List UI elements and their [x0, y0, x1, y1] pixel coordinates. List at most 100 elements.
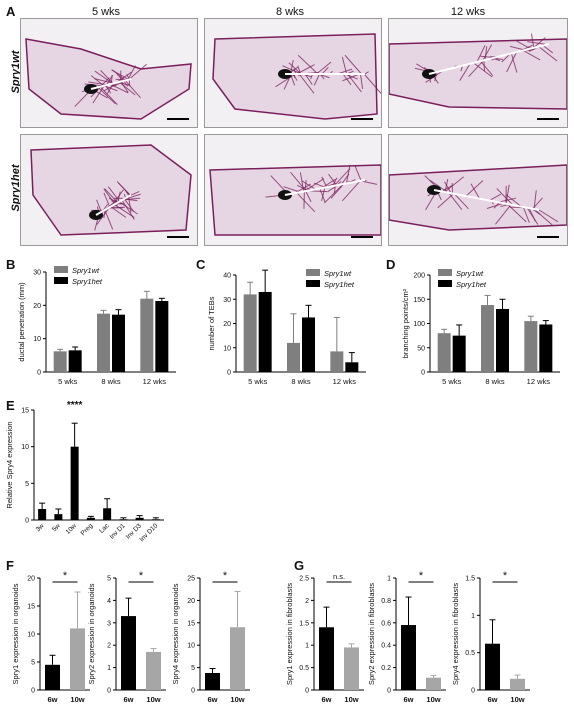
y-tick-label: 1.5: [299, 620, 309, 627]
legend-swatch: [438, 280, 452, 287]
x-tick-label: 12 wks: [527, 377, 551, 386]
y-tick-label: 20: [223, 321, 231, 328]
legend-swatch: [54, 266, 68, 273]
y-tick-label: 0: [227, 370, 231, 377]
bar: [510, 678, 525, 690]
x-tick-label: 10w: [426, 695, 440, 704]
y-tick-label: 5: [107, 576, 111, 583]
bar: [345, 362, 359, 372]
bar: [401, 625, 416, 690]
y-tick-label: 1: [471, 613, 475, 620]
bar: [70, 446, 79, 520]
y-axis-label: Spry2 expression in fibroblasts: [367, 583, 376, 685]
bar: [155, 301, 169, 372]
y-tick-label: 0: [25, 518, 29, 525]
y-tick-label: 4: [107, 598, 111, 605]
bar: [86, 517, 95, 520]
bar: [112, 314, 125, 372]
significance-label: *: [419, 570, 424, 582]
micrograph-image: [388, 18, 568, 128]
bar: [135, 517, 144, 520]
bar: [103, 508, 112, 520]
x-tick-label: 5 wks: [442, 377, 461, 386]
legend-label: Spry1het: [456, 280, 487, 289]
y-tick-label: 3: [107, 620, 111, 627]
y-tick-label: 10: [33, 336, 41, 343]
x-tick-label: 6w: [403, 695, 413, 704]
y-tick-label: 30: [33, 270, 41, 277]
y-tick-label: 5: [31, 660, 35, 667]
y-tick-label: 0.4: [381, 643, 391, 650]
y-tick-label: 0: [421, 370, 425, 377]
y-tick-label: 15: [187, 620, 195, 627]
bar: [319, 627, 334, 690]
y-axis-label: Spry4 expression in fibroblasts: [451, 583, 460, 685]
bar: [524, 321, 538, 372]
legend-label: Spry1het: [324, 280, 355, 289]
micrograph-image: [20, 134, 198, 246]
y-tick-label: 5: [25, 481, 29, 488]
panel-label-a: A: [6, 4, 16, 19]
y-tick-label: 0.6: [381, 620, 391, 627]
bar: [97, 313, 110, 372]
y-tick-label: 0: [471, 688, 475, 695]
x-tick-label: 8 wks: [101, 377, 120, 386]
bar: [140, 298, 154, 372]
bar: [302, 317, 315, 372]
x-tick-label: 6w: [207, 695, 217, 704]
x-tick-label: 5 wks: [248, 377, 267, 386]
y-tick-label: 0: [107, 688, 111, 695]
bar: [258, 291, 272, 372]
y-tick-label: 25: [187, 576, 195, 583]
bar: [330, 351, 344, 372]
significance-label: *: [139, 570, 144, 582]
y-tick-label: 2: [305, 598, 309, 605]
bar: [54, 514, 63, 520]
bar: [205, 672, 220, 690]
y-tick-label: 0: [31, 688, 35, 695]
y-tick-label: 2.5: [299, 576, 309, 583]
y-tick-label: 1: [107, 665, 111, 672]
x-tick-label: 3w: [35, 522, 46, 533]
x-tick-label: 6w: [321, 695, 331, 704]
y-tick-label: 0: [305, 688, 309, 695]
micrograph-image: [204, 134, 382, 246]
x-tick-label: Inv D1: [109, 522, 128, 541]
significance-label: *: [223, 570, 228, 582]
bar: [121, 616, 136, 690]
x-tick-label: Preg: [80, 522, 95, 537]
y-tick-label: 20: [27, 576, 35, 583]
x-tick-label: 10w: [65, 522, 79, 536]
bar: [45, 664, 60, 690]
x-tick-label: 12 wks: [143, 377, 167, 386]
x-tick-label: 6w: [123, 695, 133, 704]
significance-label: *: [63, 570, 68, 582]
y-tick-label: 100: [413, 321, 425, 328]
y-tick-label: 0: [37, 370, 41, 377]
x-tick-label: 8 wks: [485, 377, 504, 386]
legend-label: Spry1wt: [456, 269, 484, 278]
micrograph-image: [20, 18, 198, 128]
x-tick-label: 5w: [51, 522, 62, 533]
y-axis-label: ductal penetration (mm): [17, 282, 26, 362]
y-axis-label: Spry1 expression in fibroblasts: [285, 583, 294, 685]
panel-label-d: D: [386, 257, 396, 272]
y-tick-label: 20: [33, 303, 41, 310]
x-tick-label: 10w: [510, 695, 524, 704]
x-tick-label: 10w: [344, 695, 358, 704]
legend-swatch: [306, 269, 320, 276]
x-tick-label: 12 wks: [333, 377, 357, 386]
significance-label: *: [503, 570, 508, 582]
panel-label-c: C: [196, 257, 206, 272]
y-tick-label: 10: [21, 444, 29, 451]
bar: [53, 351, 67, 372]
x-tick-label: 10w: [70, 695, 84, 704]
y-tick-label: 50: [417, 345, 425, 352]
bar: [452, 335, 466, 372]
y-axis-label: Spry4 expression in organoids: [171, 583, 180, 684]
panel-label-g: G: [294, 558, 305, 573]
bar: [481, 305, 494, 372]
bar: [496, 308, 509, 372]
col-label-5wks: 5 wks: [91, 6, 121, 18]
